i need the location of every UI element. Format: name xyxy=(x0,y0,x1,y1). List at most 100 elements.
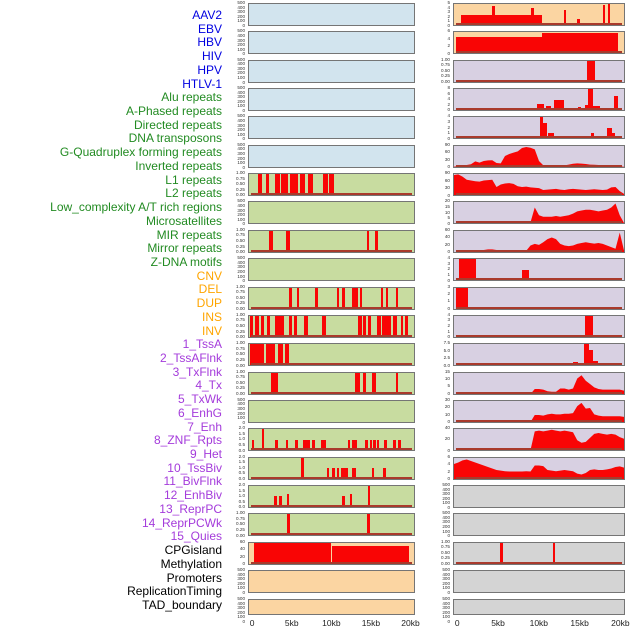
y-tick-label: 60 xyxy=(444,177,450,183)
y-tick-label: 200 xyxy=(442,609,450,615)
y-tick-label: 400 xyxy=(237,146,245,152)
y-tick-label: 8 xyxy=(447,85,450,91)
x-axis-label: 15kb xyxy=(570,618,589,628)
track-label-MIR repeats: MIR repeats xyxy=(156,227,222,242)
data-bar xyxy=(288,287,293,309)
y-tick-label: 100 xyxy=(237,585,245,591)
x-axis-label: 15kb xyxy=(361,618,381,628)
data-bar xyxy=(584,104,589,111)
y-tick-label: 3 xyxy=(447,283,450,289)
data-bar xyxy=(266,174,270,196)
track-plot-3_TxFlnk xyxy=(453,116,625,140)
y-tick-label: 500 xyxy=(442,481,450,487)
data-bar xyxy=(371,468,375,479)
data-bar xyxy=(321,439,327,451)
track-plot-Alu repeats xyxy=(248,173,415,197)
y-tick-label: 2.0 xyxy=(238,425,245,431)
y-tick-label: 0 xyxy=(447,135,450,141)
data-bar xyxy=(588,89,593,111)
y-tick-label: 5 xyxy=(447,215,450,221)
data-bar xyxy=(587,60,596,82)
y-axis-ticks: 90 60 30 0 xyxy=(422,170,450,198)
y-tick-label: 60 xyxy=(444,149,450,155)
y-axis-ticks: 500 400 300 200 100 0 xyxy=(217,0,245,28)
y-tick-label: 60 xyxy=(239,538,245,544)
data-bar xyxy=(341,287,345,309)
data-bar xyxy=(289,174,298,196)
data-bar xyxy=(607,4,611,25)
track-label-INV: INV xyxy=(201,323,222,338)
y-tick-label: 90 xyxy=(444,141,450,147)
y-tick-label: 500 xyxy=(237,141,245,147)
track-plot-Methylation xyxy=(453,513,625,537)
data-bar xyxy=(286,494,289,507)
data-area xyxy=(454,146,624,167)
y-tick-label: 0.75 xyxy=(441,544,450,550)
y-tick-label: 300 xyxy=(442,491,450,497)
y-tick-label: 400 xyxy=(237,600,245,606)
track-label-1_TssA: 1_TssA xyxy=(182,337,222,352)
track-plot-CNV xyxy=(248,541,415,565)
data-bar xyxy=(260,315,264,337)
y-tick-label: 0 xyxy=(242,589,245,595)
track-label-13_ReprPC: 13_ReprPC xyxy=(159,501,222,516)
data-bar xyxy=(554,99,565,111)
track-plot-9_Het xyxy=(453,286,625,310)
y-tick-label: 400 xyxy=(237,4,245,10)
data-bar xyxy=(383,468,387,479)
track-plot-CPGisland xyxy=(453,484,625,508)
y-tick-label: 500 xyxy=(237,113,245,119)
data-bar xyxy=(386,287,389,309)
y-tick-label: 4 xyxy=(447,461,450,467)
y-tick-label: 500 xyxy=(237,85,245,91)
data-bar xyxy=(347,439,350,451)
data-bar xyxy=(299,174,305,196)
y-tick-label: 40 xyxy=(444,234,450,240)
y-tick-label: 0 xyxy=(447,249,450,255)
track-plot-HPV xyxy=(248,116,415,140)
y-tick-label: 1 xyxy=(447,271,450,277)
y-tick-label: 0 xyxy=(447,504,450,510)
data-bar xyxy=(590,133,595,139)
y-axis-ticks: 500 400 300 200 100 0 xyxy=(422,481,450,510)
track-label-Methylation: Methylation xyxy=(160,556,222,571)
y-tick-label: 400 xyxy=(442,486,450,492)
y-tick-label: 100 xyxy=(237,273,245,279)
track-plot-EBV xyxy=(248,31,415,55)
y-tick-label: 0 xyxy=(242,51,245,57)
y-tick-label: 200 xyxy=(237,127,245,133)
y-tick-label: 100 xyxy=(237,46,245,52)
track-label-L1 repeats: L1 repeats xyxy=(165,172,222,187)
track-plot-ReplicationTiming xyxy=(453,570,625,593)
y-tick-label: 0.0 xyxy=(238,447,245,453)
y-tick-label: 300 xyxy=(237,406,245,412)
data-bar xyxy=(455,287,469,309)
y-tick-label: 1.00 xyxy=(236,311,245,317)
track-plot-1_TssA xyxy=(453,59,625,83)
track-plot-12_EnhBiv xyxy=(453,371,625,395)
data-bar xyxy=(254,315,259,337)
track-label-HTLV-1: HTLV-1 xyxy=(182,76,222,91)
y-axis-ticks: 1.00 0.75 0.50 0.25 0.00 xyxy=(422,539,450,567)
y-tick-label: 4 xyxy=(447,96,450,102)
track-plot-INV xyxy=(453,31,625,55)
y-tick-label: 100 xyxy=(442,585,450,591)
track-plot-Microsatellites xyxy=(248,428,415,452)
data-bar xyxy=(401,315,404,337)
y-axis-ticks: 2.0 1.5 1.0 0.5 0.0 xyxy=(217,482,245,510)
y-tick-label: 400 xyxy=(237,571,245,577)
track-label-11_BivFlnk: 11_BivFlnk xyxy=(163,474,222,489)
data-bar xyxy=(297,287,300,309)
y-tick-label: 0.50 xyxy=(236,294,245,300)
y-tick-label: 0 xyxy=(447,447,450,453)
y-tick-label: 1 xyxy=(447,298,450,304)
data-bar xyxy=(396,287,399,309)
y-axis-ticks: 20 15 10 5 0 xyxy=(422,199,450,226)
y-tick-label: 0.5 xyxy=(238,442,245,448)
y-tick-label: 500 xyxy=(442,510,450,516)
track-label-HPV: HPV xyxy=(197,62,222,77)
data-bar xyxy=(367,315,371,337)
y-tick-label: 0 xyxy=(447,220,450,226)
track-plot-2_TssAFlnk xyxy=(453,88,625,112)
